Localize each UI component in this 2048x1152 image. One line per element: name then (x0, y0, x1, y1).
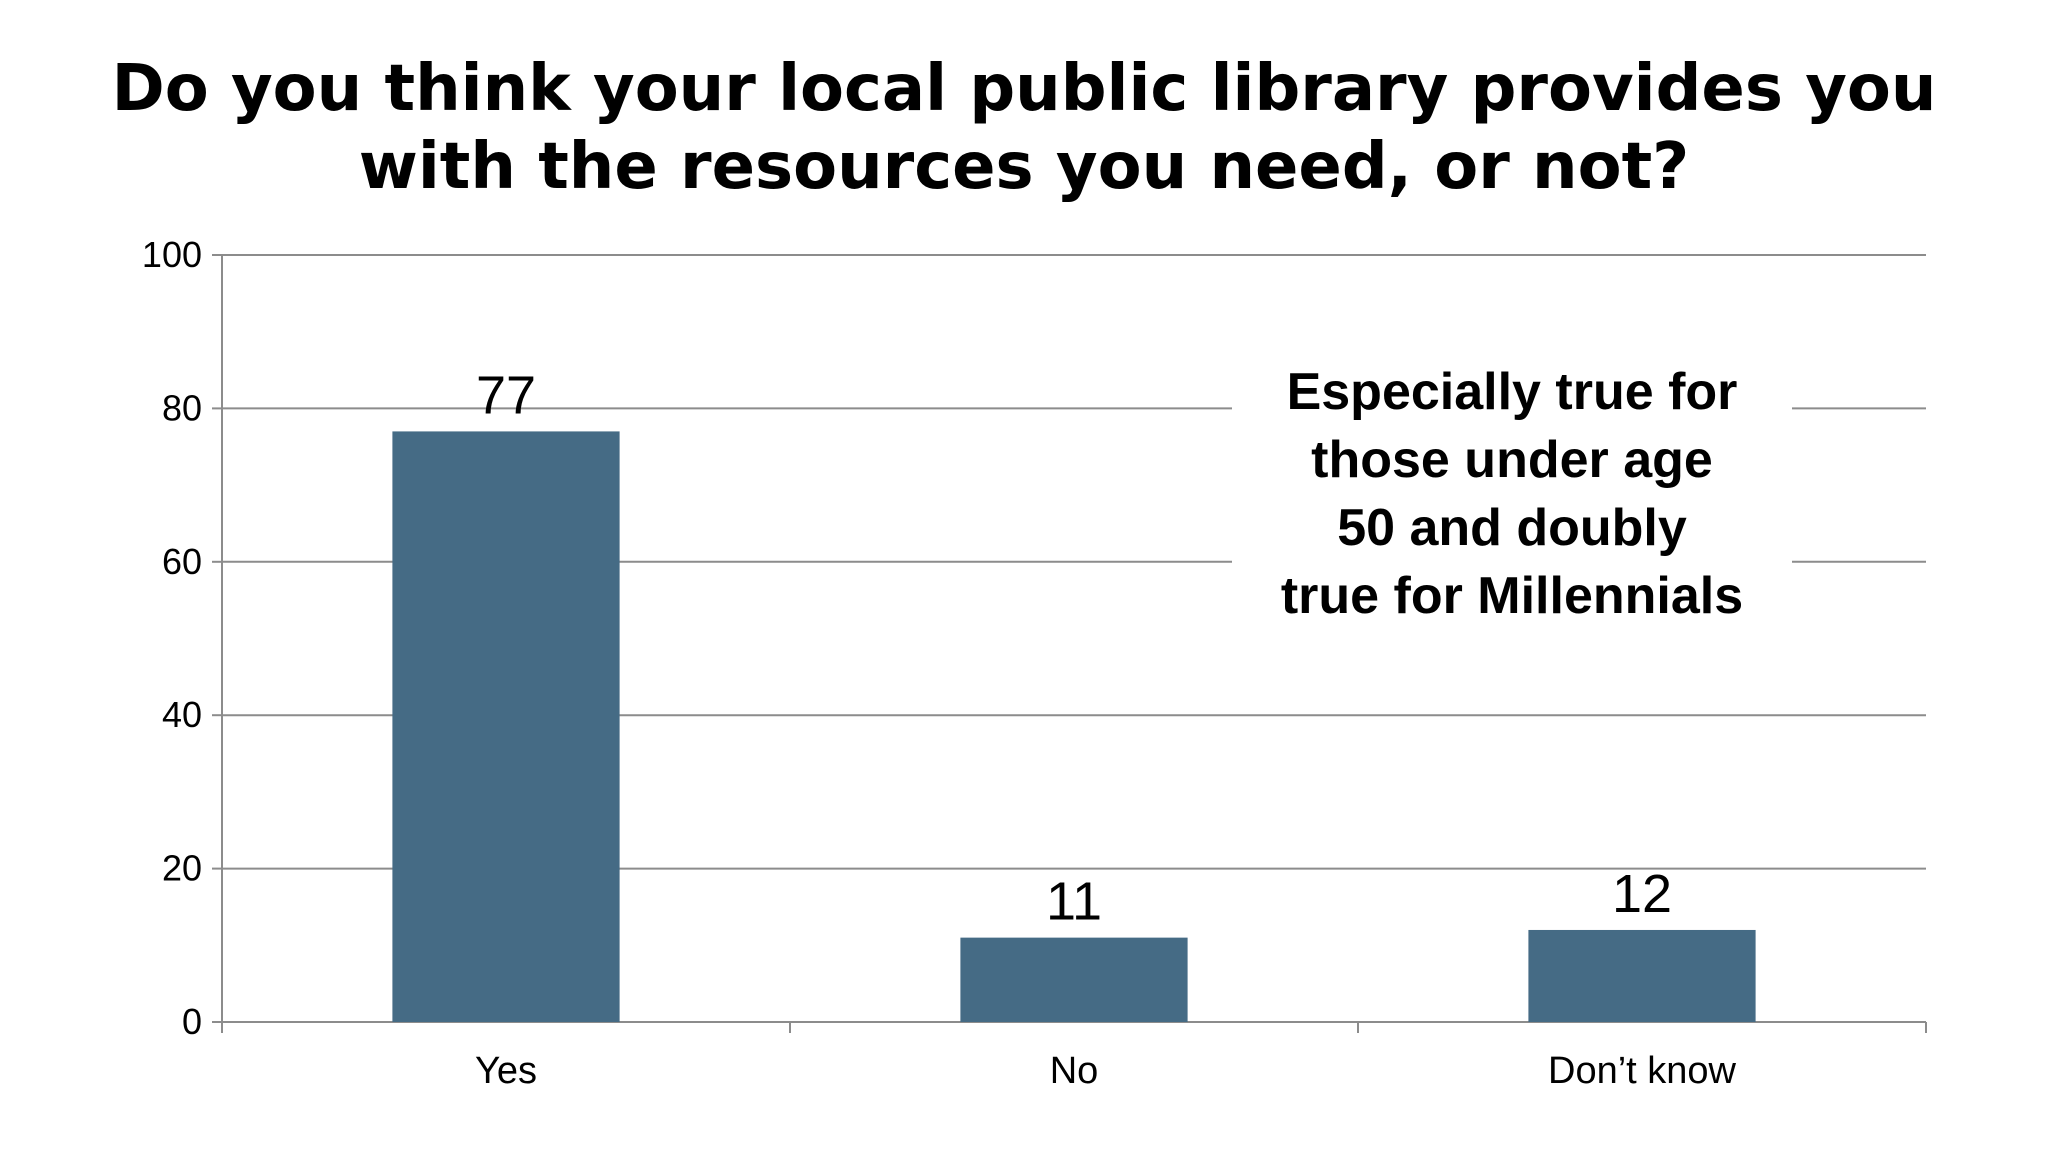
data-label-0: 77 (476, 365, 536, 425)
chart-title: Do you think your local public library p… (0, 50, 2048, 206)
y-tick-label-0: 0 (182, 1001, 202, 1042)
bar-0 (392, 431, 620, 1022)
data-label-2: 12 (1612, 864, 1672, 924)
annotation-line-2: those under age (1311, 431, 1713, 489)
category-label-2: Don’t know (1548, 1050, 1737, 1092)
bars (392, 431, 1756, 1022)
labels: 0 20 40 60 80 100 77 Yes 11 No 12 Don’t know (142, 234, 1737, 1092)
bar-1 (960, 937, 1188, 1022)
chart-title-line-1: Do you think your local public library p… (111, 52, 1937, 126)
y-tick-label-60: 60 (162, 541, 202, 582)
chart-title-line-2: with the resources you need, or not? (358, 130, 1690, 204)
y-tick-label-40: 40 (162, 694, 202, 735)
annotation-line-1: Especially true for (1286, 363, 1738, 421)
category-label-0: Yes (475, 1050, 537, 1092)
category-label-1: No (1050, 1050, 1099, 1092)
annotation-box: Especially true for those under age 50 a… (1232, 350, 1792, 638)
bar-2 (1528, 929, 1756, 1022)
annotation-line-4: true for Millennials (1280, 567, 1744, 625)
y-tick-label-20: 20 (162, 848, 202, 889)
y-tick-label-80: 80 (162, 387, 202, 428)
y-tick-label-100: 100 (142, 234, 202, 275)
data-label-1: 11 (1046, 872, 1102, 932)
annotation-line-3: 50 and doubly (1337, 499, 1687, 557)
